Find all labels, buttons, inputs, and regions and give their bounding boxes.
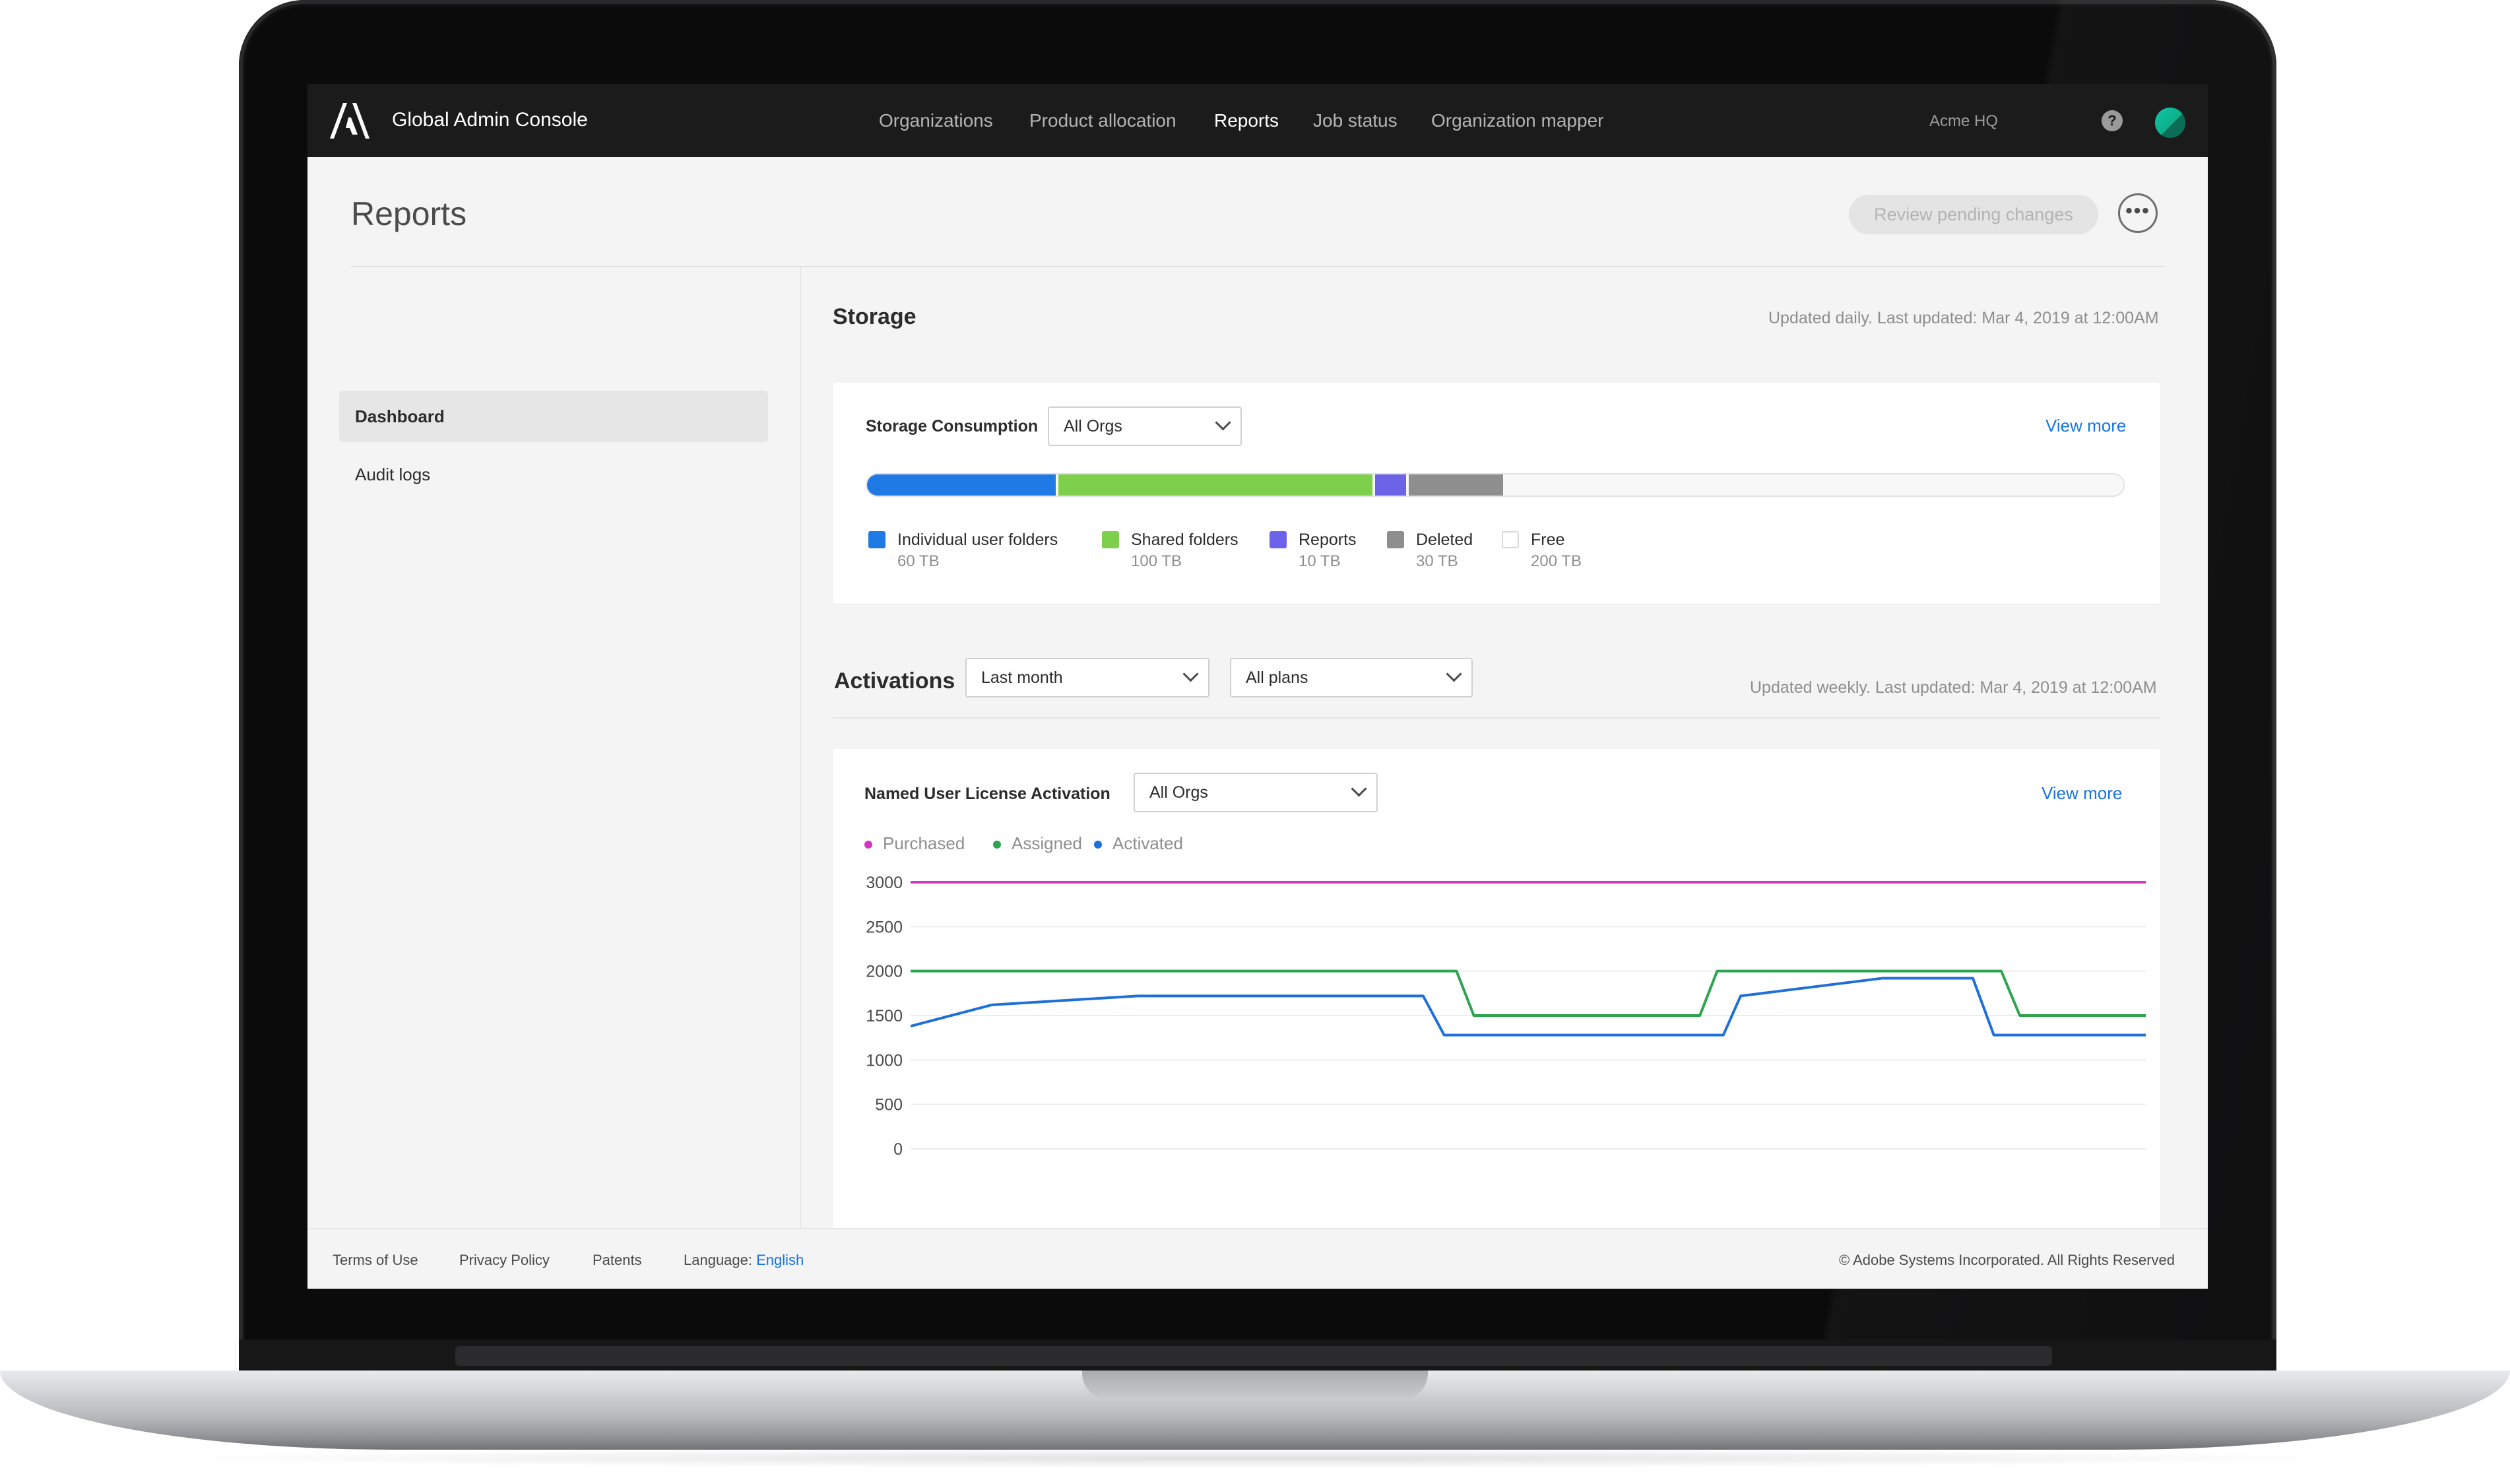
header-divider: [351, 266, 2164, 267]
period-dropdown-value: Last month: [981, 668, 1063, 687]
legend-value: 100 TB: [1131, 552, 1182, 570]
language-value[interactable]: English: [756, 1252, 804, 1268]
sidebar-item-audit-logs[interactable]: Audit logs: [355, 465, 431, 484]
legend-label: Individual user folders: [897, 531, 1058, 549]
language-label: Language:: [684, 1252, 752, 1268]
activations-updated-text: Updated weekly. Last updated: Mar 4, 201…: [1750, 678, 2157, 697]
activations-view-more-link[interactable]: View more: [2042, 783, 2123, 803]
activations-card-label: Named User License Activation: [864, 785, 1110, 803]
purchased-dot-icon: [864, 841, 872, 849]
screen: Global Admin Console Organizations Produ…: [307, 84, 2208, 1289]
y-tick-label: 1000: [866, 1051, 903, 1070]
chevron-down-icon: [1446, 666, 1462, 682]
storage-org-dropdown-value: All Orgs: [1064, 417, 1122, 436]
terms-link[interactable]: Terms of Use: [333, 1252, 418, 1268]
legend-swatch: [1502, 531, 1519, 548]
more-icon: •••: [2125, 200, 2150, 222]
period-dropdown[interactable]: Last month: [965, 658, 1209, 697]
legend-label: Shared folders: [1131, 531, 1239, 549]
series-legend-purchased: Purchased: [864, 833, 965, 854]
y-tick-label: 3000: [866, 874, 903, 892]
series-legend-label: Activated: [1112, 833, 1183, 853]
patents-link[interactable]: Patents: [593, 1252, 642, 1268]
legend-label: Reports: [1299, 531, 1357, 549]
activations-title: Activations: [834, 668, 955, 694]
y-tick-label: 2000: [866, 963, 903, 981]
nav-product-allocation[interactable]: Product allocation: [1029, 110, 1176, 131]
storage-updated-text: Updated daily. Last updated: Mar 4, 2019…: [1768, 309, 2159, 327]
storage-view-more-link[interactable]: View more: [2045, 416, 2127, 436]
org-switcher[interactable]: Acme HQ: [1929, 112, 1999, 130]
chevron-down-icon: [1351, 781, 1367, 797]
privacy-link[interactable]: Privacy Policy: [459, 1252, 550, 1268]
copyright: © Adobe Systems Incorporated. All Rights…: [1838, 1252, 2175, 1268]
storage-org-dropdown[interactable]: All Orgs: [1048, 406, 1242, 446]
review-pending-changes-button[interactable]: Review pending changes: [1849, 195, 2098, 234]
page-title: Reports: [351, 195, 467, 232]
laptop-hinge-inner: [455, 1346, 2052, 1366]
storage-card: Storage Consumption All Orgs View more I…: [833, 383, 2160, 604]
legend-swatch: [1387, 531, 1404, 548]
chevron-down-icon: [1215, 414, 1231, 431]
chevron-down-icon: [1182, 666, 1199, 682]
activations-divider: [833, 717, 2160, 719]
plans-dropdown[interactable]: All plans: [1230, 658, 1473, 697]
avatar[interactable]: [2155, 108, 2185, 138]
series-legend-activated: Activated: [1094, 833, 1183, 854]
y-tick-label: 1500: [866, 1007, 903, 1025]
more-options-button[interactable]: •••: [2118, 193, 2158, 233]
series-line-assigned: [911, 969, 2146, 1017]
app-title[interactable]: Global Admin Console: [392, 109, 588, 131]
storage-card-label: Storage Consumption: [866, 417, 1039, 436]
series-legend-assigned: Assigned: [993, 833, 1082, 854]
footer: Terms of Use Privacy Policy Patents Lang…: [307, 1228, 2208, 1289]
nav-reports[interactable]: Reports: [1214, 110, 1279, 131]
legend-value: 30 TB: [1416, 552, 1458, 570]
legend-value: 10 TB: [1299, 552, 1341, 570]
sidebar-divider: [800, 267, 801, 1289]
plans-dropdown-value: All plans: [1246, 668, 1308, 687]
laptop-shadow: [132, 1448, 2378, 1468]
activation-line-chart: 3000 2500 2000 1500 1000 500 0: [866, 874, 2146, 1159]
activations-org-dropdown[interactable]: All Orgs: [1134, 773, 1378, 812]
y-tick-label: 500: [875, 1096, 903, 1114]
laptop-notch: [1082, 1371, 1428, 1400]
assigned-dot-icon: [993, 841, 1001, 849]
y-tick-label: 0: [893, 1140, 903, 1159]
sidebar: Dashboard Audit logs: [307, 267, 800, 1289]
storage-bar-segment-shared-folders: [1058, 474, 1372, 496]
legend-value: 60 TB: [897, 552, 940, 570]
storage-bar-segment-individual-user-folders: [867, 474, 1056, 496]
legend-label: Deleted: [1416, 531, 1473, 549]
legend-value: 200 TB: [1531, 552, 1582, 570]
series-legend-label: Assigned: [1012, 833, 1082, 853]
storage-bar-segment-reports: [1374, 474, 1407, 496]
legend-swatch: [1102, 531, 1119, 548]
activated-dot-icon: [1094, 841, 1102, 849]
activations-org-dropdown-value: All Orgs: [1149, 783, 1208, 802]
adobe-logo-icon[interactable]: [329, 102, 371, 140]
storage-bar-segment-free: [1505, 474, 2123, 496]
series-legend-label: Purchased: [883, 833, 965, 853]
help-icon[interactable]: ?: [2102, 110, 2123, 131]
top-nav: Global Admin Console Organizations Produ…: [307, 84, 2208, 157]
storage-bar-segment-deleted: [1409, 474, 1503, 496]
y-tick-label: 2500: [866, 918, 903, 936]
nav-organizations[interactable]: Organizations: [879, 110, 993, 131]
storage-title: Storage: [833, 304, 917, 329]
nav-job-status[interactable]: Job status: [1313, 110, 1398, 131]
storage-bar: [866, 473, 2125, 497]
sidebar-item-dashboard[interactable]: Dashboard: [339, 391, 768, 442]
legend-label: Free: [1531, 531, 1565, 549]
nav-organization-mapper[interactable]: Organization mapper: [1431, 110, 1604, 131]
legend-swatch: [868, 531, 885, 548]
language-selector[interactable]: Language: English: [684, 1252, 804, 1269]
activations-card: Named User License Activation All Orgs V…: [833, 749, 2160, 1250]
legend-swatch: [1270, 531, 1287, 548]
series-line-activated: [910, 977, 2146, 1037]
